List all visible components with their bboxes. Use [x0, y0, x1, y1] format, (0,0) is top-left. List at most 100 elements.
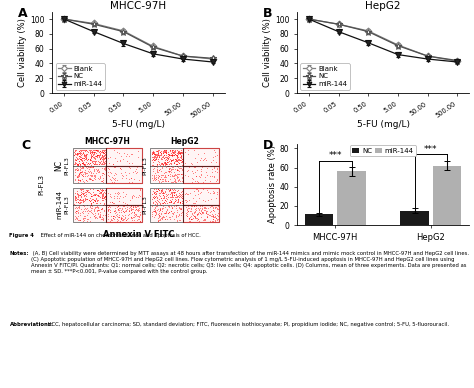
Point [184, 204, 192, 211]
Legend: Blank, NC, miR-144: Blank, NC, miR-144 [301, 63, 349, 90]
Point [194, 151, 201, 157]
Point [148, 151, 156, 158]
Point [133, 169, 141, 175]
Point [73, 215, 80, 221]
Point [174, 174, 182, 180]
Point [97, 189, 105, 195]
Point [176, 151, 184, 157]
Point [152, 175, 160, 182]
Point [91, 149, 98, 156]
Point [115, 205, 123, 211]
Point [75, 153, 83, 159]
Point [91, 174, 98, 180]
Point [91, 149, 98, 155]
Point [168, 158, 175, 164]
Point [106, 173, 113, 179]
Point [118, 217, 126, 223]
Point [109, 161, 117, 167]
Point [172, 151, 179, 157]
Point [78, 148, 85, 154]
Point [164, 178, 172, 184]
Point [193, 186, 201, 192]
Point [101, 164, 109, 170]
Point [110, 193, 118, 199]
Point [90, 154, 97, 160]
Point [160, 152, 167, 158]
Point [162, 208, 170, 214]
Point [174, 196, 182, 202]
Point [136, 209, 144, 215]
Point [184, 166, 192, 173]
Point [170, 198, 178, 204]
Point [175, 150, 183, 156]
Point [150, 155, 158, 161]
Point [150, 174, 158, 180]
Point [157, 160, 164, 166]
Point [135, 213, 143, 219]
Point [92, 152, 100, 159]
Point [91, 192, 99, 199]
Point [93, 207, 101, 213]
Point [168, 148, 176, 154]
Point [169, 210, 176, 217]
Point [163, 200, 171, 206]
Point [187, 203, 195, 209]
Point [173, 218, 181, 224]
Point [74, 177, 82, 183]
Point [82, 177, 90, 183]
Point [85, 166, 92, 172]
Point [172, 161, 179, 167]
Point [164, 156, 172, 163]
Point [114, 191, 122, 197]
Point [84, 156, 91, 162]
Point [101, 166, 109, 172]
Point [168, 190, 175, 196]
Point [195, 206, 202, 212]
Point [176, 217, 183, 223]
Point [202, 207, 210, 213]
Point [207, 203, 214, 210]
Point [76, 177, 84, 183]
Point [188, 179, 196, 185]
Point [135, 206, 142, 213]
Point [81, 157, 88, 163]
Point [165, 152, 173, 158]
Point [82, 151, 90, 157]
Point [74, 199, 82, 205]
Point [173, 203, 180, 209]
Point [99, 177, 107, 183]
Point [114, 203, 121, 209]
Point [122, 193, 129, 199]
Point [173, 152, 181, 158]
Point [120, 209, 128, 215]
Point [150, 189, 158, 195]
Point [148, 203, 156, 209]
Point [122, 205, 129, 211]
Point [156, 162, 164, 168]
Point [87, 209, 94, 215]
Point [157, 195, 165, 201]
Legend: Blank, NC, miR-144: Blank, NC, miR-144 [55, 63, 105, 90]
Point [152, 152, 159, 158]
Point [78, 168, 86, 175]
Point [195, 209, 203, 215]
Point [156, 216, 164, 222]
Point [159, 214, 167, 220]
Point [90, 147, 98, 154]
Point [106, 154, 114, 160]
Point [98, 151, 106, 158]
Point [177, 199, 184, 205]
Point [95, 168, 103, 174]
Point [87, 200, 95, 206]
Point [120, 203, 128, 209]
Point [83, 170, 91, 176]
Point [196, 174, 203, 180]
Point [186, 213, 194, 220]
Point [183, 208, 191, 214]
Point [102, 149, 109, 155]
Point [172, 156, 180, 162]
Point [128, 174, 135, 180]
Point [105, 155, 112, 161]
Point [82, 173, 89, 179]
Point [92, 146, 100, 152]
